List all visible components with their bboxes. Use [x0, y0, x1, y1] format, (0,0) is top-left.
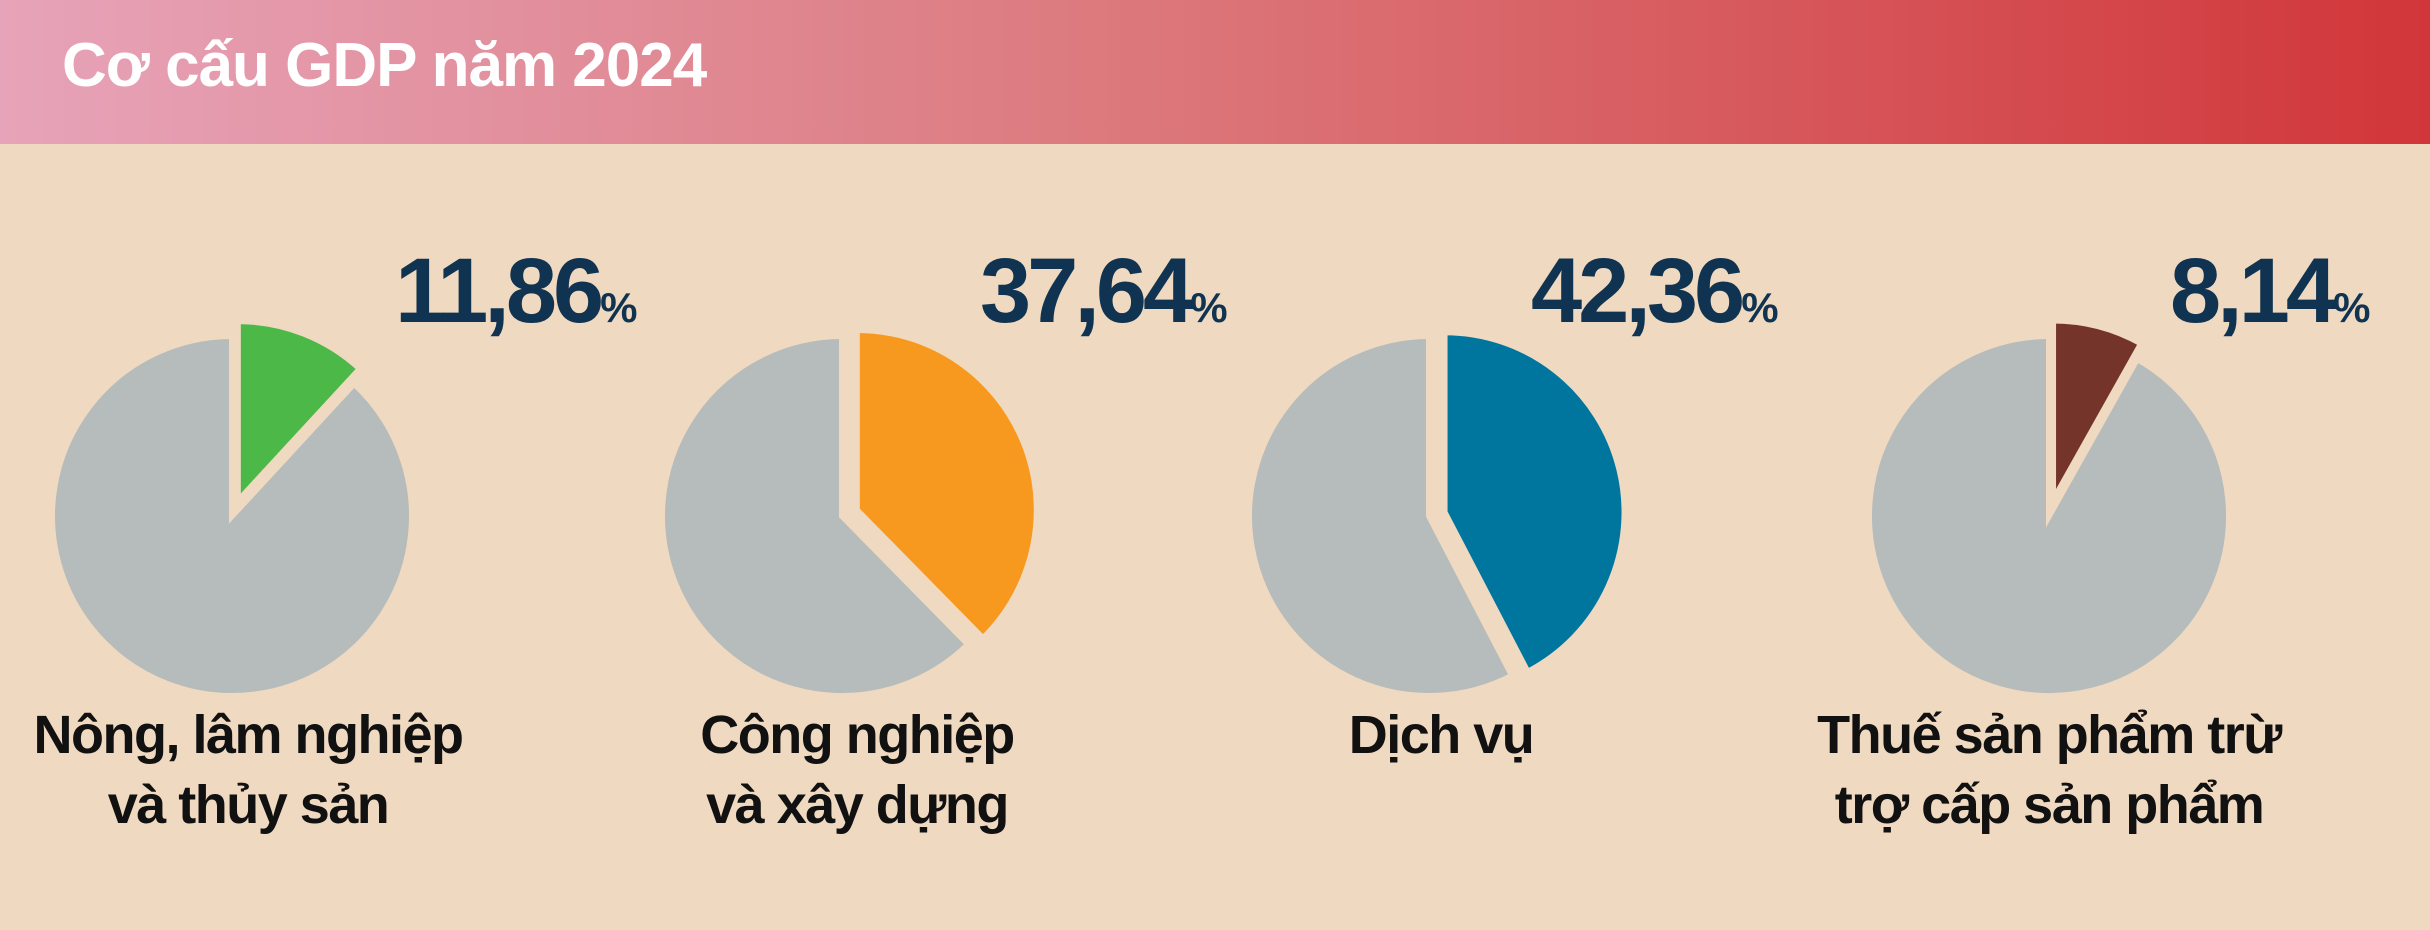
pie-slice: [2050, 317, 2146, 512]
value-unit: %: [1190, 284, 1227, 331]
header-banner: Cơ cấu GDP năm 2024: [0, 0, 2430, 144]
category-label: Thuế sản phẩm trừ trợ cấp sản phẩm: [1817, 705, 2282, 835]
value-number: 42,36: [1531, 240, 1742, 342]
value-number: 11,86: [395, 240, 601, 342]
value-number: 37,64: [980, 240, 1194, 342]
pie-slice: [1441, 329, 1628, 676]
pie-remainder: [1246, 332, 1517, 699]
pie-remainder: [49, 332, 415, 699]
page-title: Cơ cấu GDP năm 2024: [62, 31, 707, 100]
category-label: Công nghiệp và xây dựng: [700, 705, 1015, 835]
value-label: 8,14%: [2170, 240, 2370, 342]
value-label: 42,36%: [1531, 240, 1779, 342]
value-number: 8,14: [2170, 240, 2337, 342]
pie-remainder: [659, 332, 973, 699]
value-unit: %: [600, 284, 637, 331]
value-label: 11,86%: [395, 240, 638, 342]
category-label: Nông, lâm nghiệp và thủy sản: [33, 705, 465, 835]
pie-remainder: [1866, 332, 2232, 699]
value-unit: %: [1741, 284, 1778, 331]
value-label: 37,64%: [980, 240, 1228, 342]
pie-slice: [234, 318, 365, 509]
category-label: Dịch vụ: [1348, 705, 1535, 765]
pie-slice: [853, 326, 1040, 643]
value-unit: %: [2333, 284, 2370, 331]
